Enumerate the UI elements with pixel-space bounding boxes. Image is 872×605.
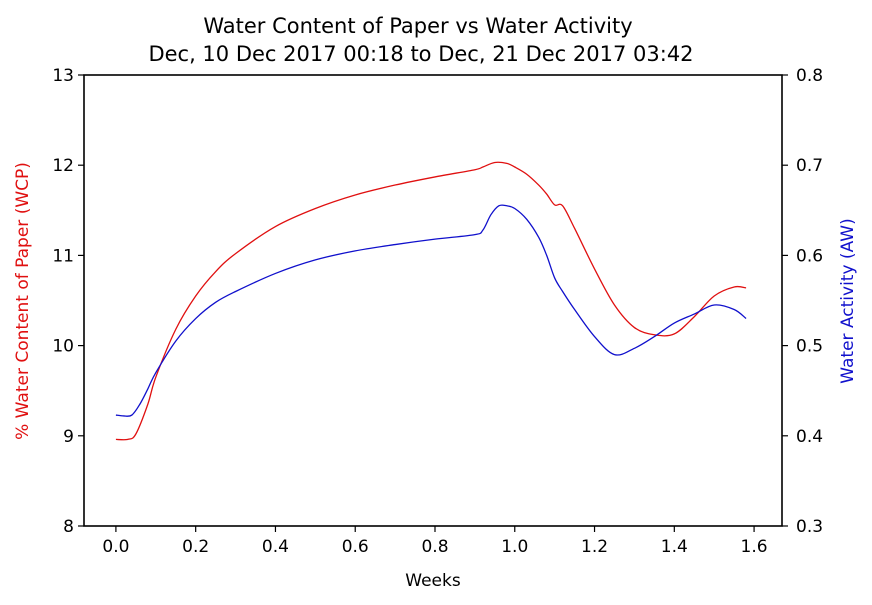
water-content-line bbox=[115, 161, 747, 441]
x-axis-label: Weeks bbox=[405, 571, 461, 591]
x-tick-label: 0.2 bbox=[182, 537, 209, 557]
chart-subtitle: Dec, 10 Dec 2017 00:18 to Dec, 21 Dec 20… bbox=[148, 42, 693, 66]
y-right-axis-label: Water Activity (AW) bbox=[838, 218, 858, 383]
y-right-tick-label: 0.7 bbox=[796, 156, 823, 176]
x-tick-label: 1.0 bbox=[501, 537, 528, 557]
x-tick-label: 1.2 bbox=[581, 537, 608, 557]
x-axis-ticks: 0.0 0.2 0.4 0.6 0.8 1.0 1.2 1.4 1.6 bbox=[102, 526, 768, 557]
y-right-tick-label: 0.8 bbox=[796, 66, 823, 86]
x-tick-label: 0.0 bbox=[102, 537, 129, 557]
y-left-tick-label: 11 bbox=[52, 246, 74, 266]
y-left-tick-label: 8 bbox=[63, 517, 74, 537]
y-right-tick-label: 0.4 bbox=[796, 427, 823, 447]
y-left-tick-label: 13 bbox=[52, 66, 74, 86]
series-layer bbox=[115, 161, 747, 441]
y-left-axis-label: % Water Content of Paper (WCP) bbox=[13, 162, 33, 440]
y-right-axis-ticks: 0.3 0.4 0.5 0.6 0.7 0.8 bbox=[782, 66, 823, 537]
plot-area-frame bbox=[83, 74, 783, 527]
water-activity-line bbox=[115, 204, 747, 417]
y-right-tick-label: 0.6 bbox=[796, 246, 823, 266]
chart-title: Water Content of Paper vs Water Activity bbox=[203, 14, 632, 38]
y-left-axis-ticks: 8 9 10 11 12 13 bbox=[52, 66, 84, 537]
y-left-tick-label: 12 bbox=[52, 156, 74, 176]
x-tick-label: 0.6 bbox=[342, 537, 369, 557]
y-right-tick-label: 0.5 bbox=[796, 337, 823, 357]
y-left-tick-label: 9 bbox=[63, 427, 74, 447]
y-right-tick-label: 0.3 bbox=[796, 517, 823, 537]
x-tick-label: 1.4 bbox=[661, 537, 688, 557]
x-tick-label: 0.8 bbox=[421, 537, 448, 557]
x-tick-label: 1.6 bbox=[741, 537, 768, 557]
x-tick-label: 0.4 bbox=[262, 537, 289, 557]
y-left-tick-label: 10 bbox=[52, 337, 74, 357]
